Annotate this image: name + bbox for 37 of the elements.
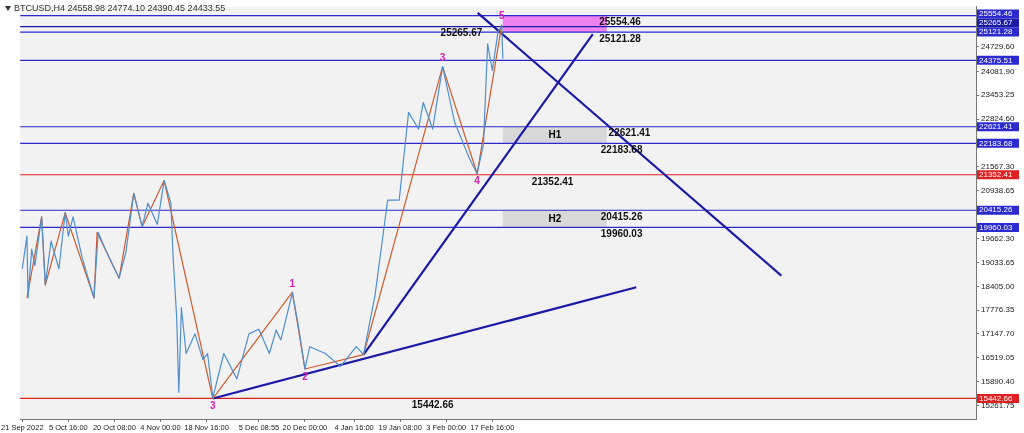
annotation: 3 [210,400,217,412]
annotation: 25554.46 [599,16,642,28]
ref-line-label: 15442.66 [979,393,1013,403]
ref-line-label: 25554.46 [979,9,1013,19]
ref-line-label: 21352.41 [979,169,1013,179]
chart-title: BTCUSD,H4 24558.98 24774.10 24390.45 24433.55 [14,3,226,13]
ref-line-label: 22621.41 [979,121,1013,131]
y-tick-label: 17147.70 [981,329,1015,339]
annotation: 15442.66 [411,399,454,411]
y-tick-label: 18405.00 [981,281,1015,291]
ref-line-label: 24375.51 [979,55,1013,65]
y-tick-label: 24081.90 [981,66,1015,76]
y-tick-label: 19033.65 [981,257,1015,267]
y-tick-label: 17776.35 [981,305,1015,315]
ref-line-label: 22183.68 [979,138,1013,148]
annotation: 25121.28 [599,32,642,44]
ref-line-label: 25121.28 [979,27,1013,37]
ref-line-label: 20415.26 [979,205,1013,215]
annotation: 20415.26 [600,210,643,222]
y-tick-label: 19662.30 [981,233,1015,243]
ref-line-label: 25265.67 [979,18,1013,28]
y-tick-label: 15890.40 [981,376,1015,386]
y-tick-label: 21567.30 [981,161,1015,171]
y-tick-label: 22824.60 [981,114,1015,124]
annotation: 1 [289,277,296,289]
y-tick-label: 23453.25 [981,90,1015,100]
y-tick-label: 16519.05 [981,352,1015,362]
y-tick-label: 15261.75 [981,400,1015,410]
annotation: 3 [439,52,446,64]
y-tick-label: 20938.65 [981,185,1015,195]
band-label: H2 [548,212,562,224]
y-tick-label: 24729.60 [981,42,1015,52]
band-label: H1 [548,128,562,140]
ref-line-label: 19960.03 [979,222,1013,232]
annotation: 4 [474,175,481,187]
annotation: 21352.41 [531,175,574,187]
annotation: 19960.03 [600,228,643,240]
